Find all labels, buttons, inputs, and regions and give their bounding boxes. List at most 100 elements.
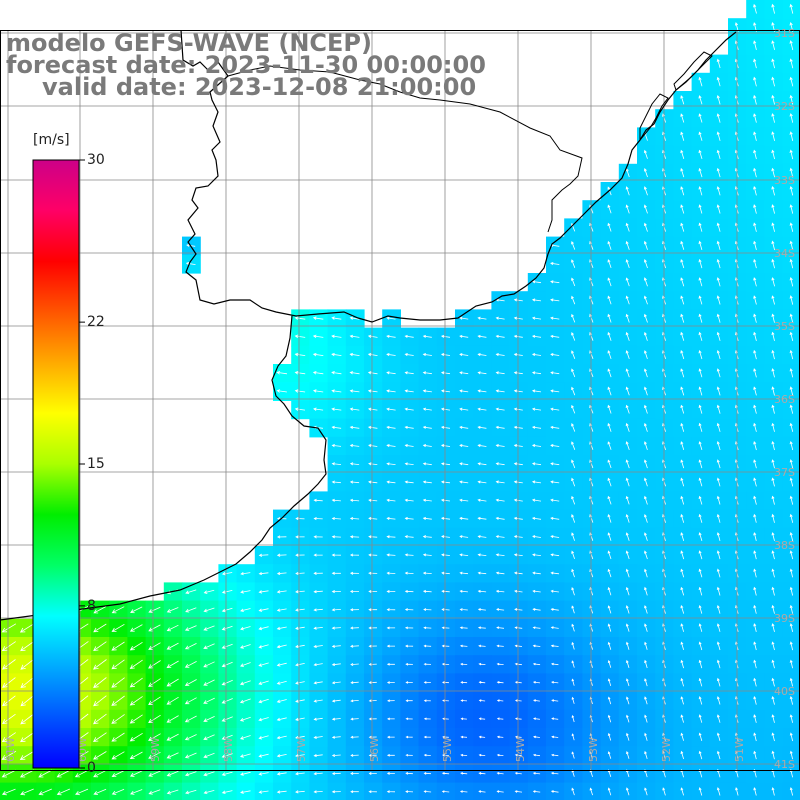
wind-vector (240, 771, 251, 776)
wind-cell (163, 673, 183, 693)
wind-vector (495, 516, 505, 520)
wind-vector (607, 204, 612, 214)
wind-vector (551, 753, 559, 757)
wind-cell (127, 709, 147, 729)
wind-vector (349, 517, 360, 521)
wind-vector (368, 717, 377, 721)
wind-vector (753, 677, 757, 687)
latitude-label: 41S (774, 758, 795, 771)
wind-vector (550, 353, 560, 357)
wind-cell (127, 746, 147, 765)
wind-vector (185, 261, 196, 266)
wind-vector (313, 735, 323, 739)
wind-vector (643, 149, 648, 159)
wind-vector (644, 513, 648, 523)
wind-cell (564, 782, 583, 800)
wind-cell (163, 637, 183, 656)
wind-vector (735, 787, 739, 796)
wind-vector (386, 644, 395, 648)
wind-vector (331, 790, 341, 794)
wind-cell (127, 618, 147, 638)
wind-vector (111, 641, 125, 651)
wind-vector (221, 771, 233, 776)
wind-cell (782, 691, 800, 711)
wind-vector (550, 535, 560, 539)
wind-vector (550, 389, 560, 393)
wind-vector (184, 643, 197, 650)
wind-vector (680, 696, 684, 705)
wind-vector (753, 659, 757, 669)
wind-vector (513, 371, 523, 375)
wind-vector (698, 659, 703, 669)
wind-vector (349, 444, 360, 448)
wind-vector (2, 713, 16, 725)
wind-vector (166, 607, 179, 613)
wind-vector (753, 58, 757, 69)
wind-vector (643, 277, 648, 287)
wind-vector (258, 680, 269, 685)
wind-cell (782, 564, 800, 583)
wind-vector (477, 589, 487, 593)
wind-vector (331, 316, 342, 320)
wind-vector (203, 661, 215, 668)
longitude-label: 55W (441, 737, 454, 762)
wind-vector (313, 590, 323, 594)
wind-vector (771, 3, 775, 14)
wind-vector (531, 389, 542, 393)
wind-vector (295, 735, 305, 740)
wind-vector (513, 389, 523, 393)
wind-vector (496, 753, 504, 757)
wind-vector (789, 732, 793, 742)
wind-vector (93, 713, 107, 725)
wind-cell (91, 709, 110, 729)
wind-vector (571, 332, 576, 341)
wind-vector (459, 425, 469, 429)
wind-vector (20, 732, 35, 743)
wind-vector (349, 407, 360, 411)
wind-vector (422, 407, 432, 411)
wind-vector (716, 495, 721, 505)
wind-vector (716, 258, 721, 269)
wind-vector (550, 243, 560, 247)
wind-vector (386, 535, 396, 539)
wind-vector (386, 371, 396, 375)
wind-vector (331, 352, 342, 357)
wind-vector (789, 714, 793, 723)
wind-vector (698, 331, 703, 341)
wind-vector (367, 407, 378, 411)
wind-vector (386, 444, 396, 448)
wind-vector (550, 644, 559, 648)
wind-vector (626, 714, 630, 723)
wind-vector (440, 389, 451, 393)
wind-vector (221, 753, 233, 758)
wind-vector (753, 550, 757, 560)
wind-cell (163, 655, 183, 674)
wind-vector (625, 605, 630, 614)
wind-cell (436, 782, 456, 800)
wind-vector (313, 608, 323, 612)
wind-vector (477, 389, 487, 393)
wind-cell (637, 782, 656, 800)
wind-vector (386, 498, 396, 502)
wind-vector (423, 699, 431, 702)
wind-vector (368, 589, 378, 593)
wind-vector (716, 586, 721, 596)
colorbar-tick-label: 8 (87, 597, 96, 614)
wind-vector (771, 58, 775, 69)
wind-vector (422, 553, 432, 557)
wind-cell (509, 782, 529, 800)
wind-vector (313, 407, 324, 411)
wind-vector (368, 626, 378, 630)
wind-vector (607, 532, 612, 541)
wind-vector (440, 353, 451, 357)
wind-vector (716, 386, 721, 396)
wind-vector (386, 480, 396, 484)
wind-vector (221, 590, 233, 594)
wind-cell (782, 145, 800, 165)
wind-vector (680, 204, 685, 214)
wind-vector (716, 732, 721, 742)
wind-vector (386, 316, 396, 320)
wind-vector (607, 350, 612, 360)
wind-vector (771, 422, 775, 432)
